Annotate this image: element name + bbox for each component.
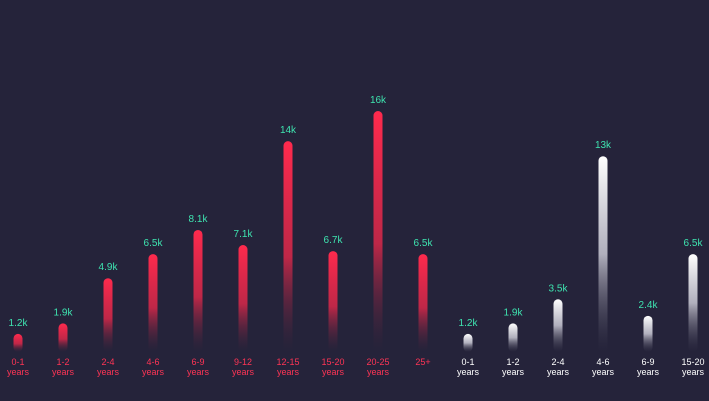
bar-1-2	[58, 323, 68, 352]
bar-2-4	[598, 156, 608, 352]
category-label-2-5-line-2: years	[637, 367, 660, 377]
category-label-1-9-line-2: years	[367, 367, 390, 377]
value-label-1-2: 1.9k	[54, 307, 74, 318]
category-label-1-10-line-1: 25+	[415, 357, 430, 367]
category-label-2-4-line-2: years	[592, 367, 615, 377]
category-label-1-9-line-1: 20-25	[366, 357, 389, 367]
bar-1-3	[103, 278, 113, 352]
value-label-2-5: 2.4k	[639, 300, 659, 311]
category-label-2-3-line-1: 2-4	[551, 357, 564, 367]
value-label-2-2: 1.9k	[504, 307, 524, 318]
bar-1-7	[283, 141, 293, 352]
category-label-1-5-line-2: years	[187, 367, 210, 377]
bar-2-2	[508, 323, 518, 352]
category-label-2-5-line-1: 6-9	[641, 357, 654, 367]
value-label-1-7: 14k	[280, 125, 297, 136]
category-label-2-1-line-1: 0-1	[461, 357, 474, 367]
category-label-2-6-line-2: years	[682, 367, 705, 377]
value-label-1-6: 7.1k	[234, 229, 254, 240]
bar-1-10	[418, 254, 428, 352]
category-label-2-6-line-1: 15-20	[681, 357, 704, 367]
category-label-1-3-line-1: 2-4	[101, 357, 114, 367]
category-label-2-2-line-1: 1-2	[506, 357, 519, 367]
category-label-1-8-line-2: years	[322, 367, 345, 377]
category-label-1-7-line-2: years	[277, 367, 300, 377]
category-label-1-6-line-1: 9-12	[234, 357, 252, 367]
value-label-1-3: 4.9k	[99, 262, 119, 273]
value-label-1-10: 6.5k	[414, 238, 434, 249]
value-label-1-5: 8.1k	[189, 214, 209, 225]
category-label-2-3-line-2: years	[547, 367, 570, 377]
category-label-1-5-line-1: 6-9	[191, 357, 204, 367]
bar-1-4	[148, 254, 158, 352]
bar-1-6	[238, 245, 248, 352]
bar-2-5	[643, 315, 653, 352]
bar-1-5	[193, 229, 203, 352]
category-label-2-2-line-2: years	[502, 367, 525, 377]
value-label-1-1: 1.2k	[9, 318, 29, 329]
category-label-2-4-line-1: 4-6	[596, 357, 609, 367]
category-label-1-1-line-1: 0-1	[11, 357, 24, 367]
category-label-1-4-line-2: years	[142, 367, 165, 377]
bar-1-9	[373, 111, 383, 352]
chart-marks: 1.2k0-1years1.9k1-2years4.9k2-4years6.5k…	[7, 95, 705, 377]
value-label-1-9: 16k	[370, 95, 387, 106]
category-label-1-1-line-2: years	[7, 367, 30, 377]
category-label-1-2-line-2: years	[52, 367, 75, 377]
value-label-2-3: 3.5k	[549, 283, 569, 294]
bar-1-8	[328, 251, 338, 352]
bar-2-6	[688, 254, 698, 352]
category-label-1-4-line-1: 4-6	[146, 357, 159, 367]
category-label-2-1-line-2: years	[457, 367, 480, 377]
category-label-1-8-line-1: 15-20	[321, 357, 344, 367]
value-label-2-1: 1.2k	[459, 318, 479, 329]
bar-1-1	[13, 333, 23, 352]
category-label-1-3-line-2: years	[97, 367, 120, 377]
value-label-1-8: 6.7k	[324, 235, 344, 246]
category-label-1-2-line-1: 1-2	[56, 357, 69, 367]
category-label-1-7-line-1: 12-15	[276, 357, 299, 367]
category-label-1-6-line-2: years	[232, 367, 255, 377]
bar-2-1	[463, 333, 473, 352]
value-label-1-4: 6.5k	[144, 238, 164, 249]
value-label-2-4: 13k	[595, 140, 612, 151]
bar-2-3	[553, 299, 563, 352]
value-label-2-6: 6.5k	[684, 238, 704, 249]
